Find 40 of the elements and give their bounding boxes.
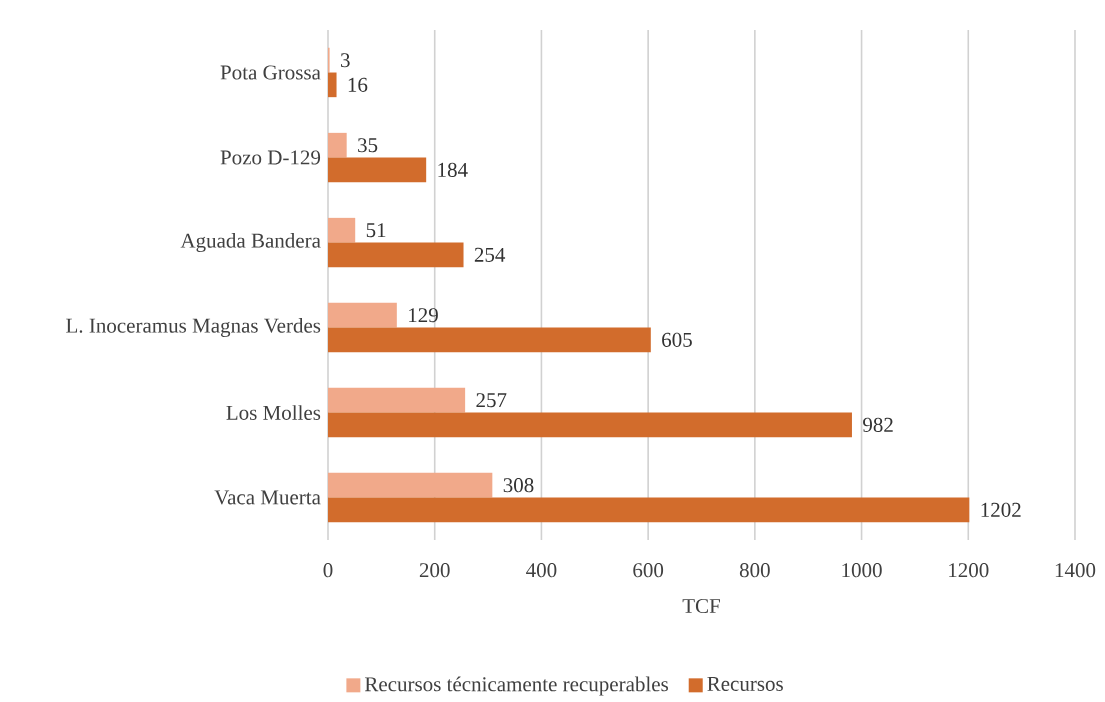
data-label: 129 xyxy=(409,308,438,323)
data-label: 1202 xyxy=(981,502,1021,517)
y-tick-label: Pota Grossa xyxy=(220,65,321,80)
x-tick-label: 1000 xyxy=(842,563,882,578)
bar xyxy=(328,387,466,413)
y-tick-label: Vaca Muerta xyxy=(214,490,321,505)
data-label: 254 xyxy=(474,247,506,262)
data-label: 184 xyxy=(438,162,468,177)
x-tick-label: 600 xyxy=(633,563,664,578)
x-tick-label: 800 xyxy=(739,563,770,578)
y-tick-label: Pozo D-129 xyxy=(220,150,321,165)
data-label: 982 xyxy=(863,417,893,432)
y-tick-label: Los Molles xyxy=(226,405,321,420)
legend-label: Recursos técnicamente recuperables xyxy=(364,676,668,696)
bar xyxy=(328,302,397,328)
data-label: 3 xyxy=(341,53,350,68)
data-label: 16 xyxy=(348,77,368,92)
bar xyxy=(328,327,651,353)
bar xyxy=(328,242,464,268)
bar xyxy=(328,132,347,158)
bar xyxy=(328,157,427,183)
y-tick-label: L. Inoceramus Magnas Verdes xyxy=(66,317,321,338)
data-label: 35 xyxy=(358,138,378,153)
data-label: 51 xyxy=(366,223,386,238)
x-tick-label: 200 xyxy=(419,563,450,578)
data-label: 308 xyxy=(503,478,534,493)
x-axis-title: TCF xyxy=(682,598,720,614)
x-tick-label: 0 xyxy=(323,563,333,578)
bar xyxy=(328,72,337,98)
data-label: 605 xyxy=(662,332,692,347)
legend-label: Recursos xyxy=(707,676,783,691)
y-tick-label: Aguada Bandera xyxy=(180,232,321,253)
x-tick-label: 1200 xyxy=(949,563,989,578)
bar xyxy=(328,217,356,243)
bar xyxy=(328,472,493,498)
bar xyxy=(328,497,970,523)
data-label: 257 xyxy=(476,393,507,408)
x-tick-label: 1400 xyxy=(1055,563,1096,578)
x-tick-label: 400 xyxy=(526,563,557,578)
bar xyxy=(328,412,852,438)
